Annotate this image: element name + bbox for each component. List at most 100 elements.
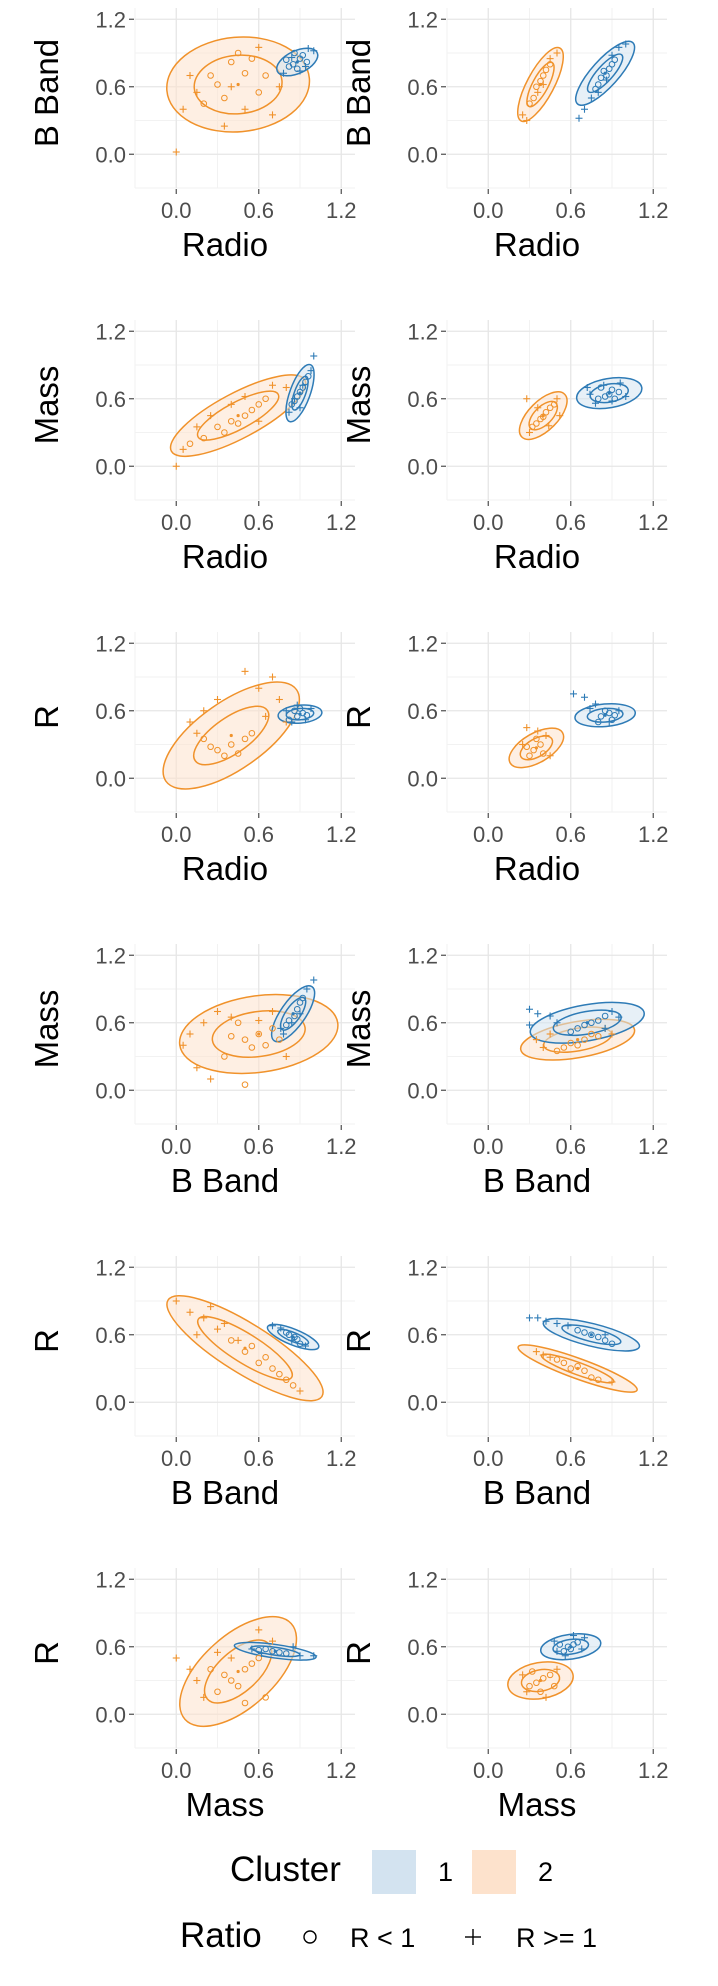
legend-key-cluster-1 bbox=[372, 1850, 416, 1894]
cluster-2-point-r-lt-1 bbox=[553, 1047, 561, 1055]
x-tick-label: 0.6 bbox=[243, 1758, 274, 1783]
x-axis-label: B Band bbox=[171, 1474, 279, 1511]
y-tick-label: 0.0 bbox=[407, 766, 438, 791]
cluster-1-ellipse bbox=[291, 375, 309, 411]
x-tick-label: 0.6 bbox=[243, 822, 274, 847]
cluster-1-point-r-lt-1 bbox=[262, 1645, 269, 1653]
cluster-2-point-r-ge-1 bbox=[546, 55, 554, 63]
cluster-2-point-r-ge-1 bbox=[179, 445, 187, 453]
cluster-1-point-r-lt-1 bbox=[282, 1650, 290, 1657]
x-axis-label: Radio bbox=[182, 538, 268, 575]
cluster-2-point-r-lt-1 bbox=[248, 729, 256, 737]
cluster-2-point-r-lt-1 bbox=[567, 1365, 575, 1372]
cluster-1-point-r-lt-1 bbox=[282, 1329, 290, 1336]
cluster-2-point-r-lt-1 bbox=[227, 58, 235, 66]
cluster-1-point-r-ge-1 bbox=[258, 1650, 265, 1657]
x-axis-label: Radio bbox=[494, 850, 580, 887]
cluster-2-point-r-lt-1 bbox=[221, 752, 228, 760]
cluster-1-point-r-ge-1 bbox=[601, 1331, 609, 1339]
x-tick-label: 0.0 bbox=[473, 510, 504, 535]
cluster-2-point-r-lt-1 bbox=[276, 1036, 283, 1043]
cluster-1-point-r-ge-1 bbox=[534, 1314, 542, 1322]
x-tick-label: 1.2 bbox=[326, 822, 357, 847]
cluster-1-point-r-lt-1 bbox=[560, 1647, 568, 1655]
panel-data bbox=[166, 1295, 324, 1402]
x-tick-label: 1.2 bbox=[638, 1446, 669, 1471]
x-tick-label: 0.0 bbox=[473, 198, 504, 223]
cluster-2-point-r-lt-1 bbox=[200, 100, 208, 107]
cluster-1-point-r-lt-1 bbox=[303, 711, 311, 719]
cluster-2-point-r-lt-1 bbox=[537, 1688, 544, 1696]
cluster-2-point-r-lt-1 bbox=[255, 89, 263, 96]
cluster-1-point-r-lt-1 bbox=[291, 707, 298, 715]
cluster-2-point-r-lt-1 bbox=[269, 1025, 276, 1032]
cluster-1-point-r-ge-1 bbox=[546, 1012, 554, 1020]
panel-data bbox=[162, 667, 323, 790]
cluster-1-point-r-ge-1 bbox=[310, 47, 318, 55]
cluster-2-point-r-ge-1 bbox=[255, 1017, 263, 1024]
cluster-1-point-r-lt-1 bbox=[574, 1638, 581, 1646]
x-tick-label: 0.6 bbox=[555, 1134, 586, 1159]
cluster-1-point-r-ge-1 bbox=[550, 1637, 558, 1645]
legend: Cluster 1 2 Ratio R < 1 R >= 1 bbox=[180, 1850, 597, 1955]
cluster-2-centre bbox=[538, 82, 543, 87]
cluster-2-point-r-lt-1 bbox=[537, 741, 544, 748]
cluster-2-point-r-ge-1 bbox=[539, 1351, 547, 1359]
cluster-2-point-r-ge-1 bbox=[255, 417, 263, 425]
cluster-2-centre bbox=[236, 414, 240, 418]
x-tick-label: 0.6 bbox=[555, 822, 586, 847]
x-axis-label: Radio bbox=[494, 538, 580, 575]
x-tick-label: 0.0 bbox=[473, 822, 504, 847]
cluster-1-point-r-ge-1 bbox=[526, 1021, 533, 1029]
legend-key-cluster-2 bbox=[472, 1850, 516, 1894]
y-tick-label: 0.6 bbox=[407, 75, 438, 100]
panel-5: 0.0 0.6 1.2 0.0 0.6 1.2 Radio R bbox=[28, 631, 357, 887]
cluster-1-point-r-ge-1 bbox=[307, 705, 315, 712]
cluster-2-point-r-ge-1 bbox=[523, 395, 531, 403]
y-axis-label: Mass bbox=[340, 990, 377, 1069]
cluster-1-point-r-lt-1 bbox=[574, 1326, 581, 1334]
cluster-2-point-r-ge-1 bbox=[179, 1041, 187, 1049]
x-tick-label: 0.6 bbox=[243, 1446, 274, 1471]
cluster-2-centre bbox=[236, 1669, 240, 1674]
panel-data bbox=[166, 36, 319, 156]
y-tick-label: 0.0 bbox=[407, 454, 438, 479]
panel-9: 0.0 0.6 1.2 0.0 0.6 1.2 B Band R bbox=[28, 1255, 357, 1511]
cluster-2-point-r-ge-1 bbox=[193, 1331, 201, 1339]
cluster-1-ellipse bbox=[586, 707, 624, 723]
cluster-1-centre bbox=[603, 71, 607, 75]
cluster-2-ellipse bbox=[520, 1668, 561, 1693]
cluster-1-point-r-ge-1 bbox=[542, 1317, 550, 1325]
cluster-2-point-r-lt-1 bbox=[530, 746, 537, 754]
cluster-2-point-r-lt-1 bbox=[539, 1674, 547, 1682]
cluster-2-point-r-ge-1 bbox=[220, 122, 228, 130]
x-axis-label: Radio bbox=[182, 850, 268, 887]
cluster-2-point-r-ge-1 bbox=[200, 707, 208, 715]
cluster-1-point-r-lt-1 bbox=[293, 713, 301, 720]
cluster-2-point-r-lt-1 bbox=[227, 741, 235, 748]
cluster-1-point-r-ge-1 bbox=[285, 408, 293, 416]
y-tick-label: 0.6 bbox=[407, 387, 438, 412]
cluster-1-point-r-ge-1 bbox=[304, 45, 312, 52]
cluster-1-point-r-ge-1 bbox=[296, 1010, 304, 1018]
legend-label-cluster-1: 1 bbox=[438, 1857, 453, 1887]
cluster-2-point-r-lt-1 bbox=[241, 735, 249, 743]
x-tick-label: 1.2 bbox=[638, 1758, 669, 1783]
cluster-2-point-r-ge-1 bbox=[186, 718, 194, 726]
cluster-1-point-r-ge-1 bbox=[587, 94, 595, 102]
cluster-2-point-r-ge-1 bbox=[172, 148, 180, 156]
cluster-2-point-r-ge-1 bbox=[282, 384, 290, 391]
panel-11: 0.0 0.6 1.2 0.0 0.6 1.2 Mass R bbox=[28, 1567, 357, 1823]
cluster-2-point-r-lt-1 bbox=[221, 94, 228, 102]
cluster-2-point-r-ge-1 bbox=[539, 1044, 547, 1051]
legend-label-ratio-lt-1: R < 1 bbox=[350, 1923, 415, 1953]
cluster-2-point-r-lt-1 bbox=[533, 83, 540, 91]
cluster-1-point-r-lt-1 bbox=[594, 1333, 602, 1341]
y-tick-label: 0.0 bbox=[407, 1390, 438, 1415]
cluster-2-point-r-ge-1 bbox=[546, 1353, 554, 1361]
cluster-2-point-r-ge-1 bbox=[534, 88, 542, 96]
panel-8: 0.0 0.6 1.2 0.0 0.6 1.2 B Band Mass bbox=[340, 943, 669, 1199]
cluster-1-ellipse bbox=[561, 1324, 622, 1346]
cluster-1-point-r-ge-1 bbox=[564, 1322, 572, 1330]
cluster-2-point-r-ge-1 bbox=[207, 412, 215, 420]
